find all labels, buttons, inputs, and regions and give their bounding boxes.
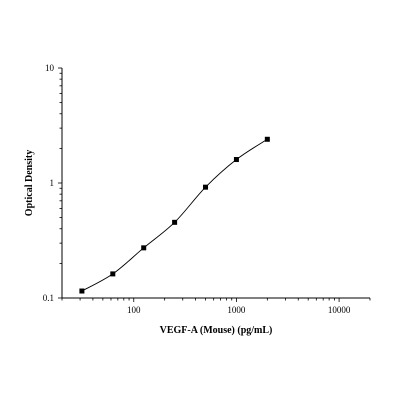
axes xyxy=(61,68,370,299)
data-point xyxy=(203,184,209,190)
data-points xyxy=(79,136,270,294)
y-axis-label: Optical Density xyxy=(24,150,35,216)
data-point xyxy=(79,288,85,294)
y-tick-label: 10 xyxy=(45,63,55,73)
x-axis-label: VEGF-A (Mouse) (pg/mL) xyxy=(160,325,273,336)
x-tick-label: 10000 xyxy=(328,305,351,315)
y-tick-labels: 0.1 1 10 xyxy=(43,63,55,303)
x-tick-label: 1000 xyxy=(227,305,246,315)
y-tick-label: 0.1 xyxy=(43,293,54,303)
x-tick-labels: 100 1000 10000 xyxy=(127,305,351,315)
y-tick-label: 1 xyxy=(50,178,55,188)
x-tick-label: 100 xyxy=(127,305,141,315)
data-point xyxy=(233,157,239,163)
data-point xyxy=(110,271,116,277)
data-point xyxy=(264,136,270,142)
data-point xyxy=(141,245,147,251)
data-point xyxy=(172,219,178,225)
y-ticks xyxy=(58,67,62,299)
x-ticks xyxy=(61,298,371,302)
fit-curve xyxy=(81,138,268,292)
